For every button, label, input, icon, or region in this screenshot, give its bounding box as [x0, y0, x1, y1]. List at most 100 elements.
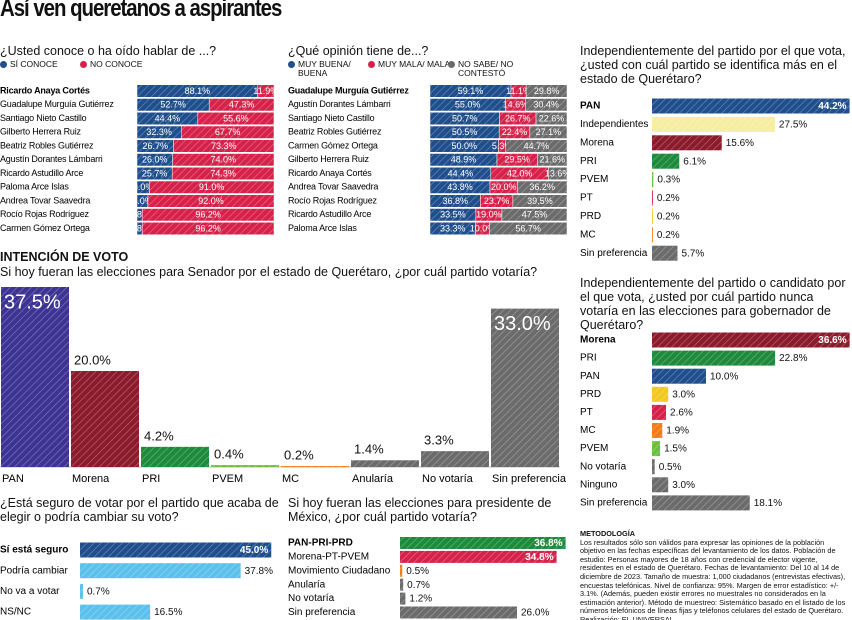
- value-label: 88.1%: [185, 86, 211, 96]
- bar-hatch: [137, 208, 143, 221]
- value-label: 3.8%: [129, 223, 150, 233]
- value-label: 27.1%: [536, 127, 562, 137]
- value-label: 4.2%: [144, 428, 174, 443]
- category-label: Agustín Dorantes Lámbarri: [288, 99, 391, 109]
- bar-hatch: [529, 126, 567, 139]
- bar-hatch: [480, 194, 513, 208]
- bar-hatch: [652, 98, 850, 114]
- value-label: 36.8%: [442, 196, 468, 206]
- bar-hatch: [149, 181, 274, 194]
- category-label: Podría cambiar: [0, 565, 68, 576]
- value-label: 26.0%: [142, 155, 168, 165]
- bar-hatch: [351, 460, 419, 467]
- category-label: Agustín Dorantes Lámbarri: [0, 154, 103, 164]
- bar-hatch: [137, 139, 174, 153]
- value-label: 30.4%: [533, 100, 559, 110]
- category-label: PRI: [142, 473, 160, 485]
- bar-hatch: [430, 194, 481, 208]
- category-label: PT: [580, 193, 593, 204]
- bar-hatch: [400, 578, 404, 591]
- category-label: Santiago Nieto Castillo: [0, 113, 87, 123]
- value-label: 36.2%: [529, 182, 555, 192]
- category-label: No votaría: [288, 593, 335, 604]
- bar-hatch: [80, 583, 83, 599]
- bar-hatch: [496, 153, 538, 166]
- value-label: 32.3%: [146, 127, 172, 137]
- category-label: Gilberto Herrera Ruiz: [0, 127, 82, 137]
- bar-hatch: [652, 477, 669, 493]
- methodology: METODOLOGÍA Los resultados sólo son váli…: [580, 529, 850, 620]
- bar-hatch: [499, 112, 537, 125]
- category-label: Carmen Gómez Ortega: [0, 223, 90, 233]
- category-label: Rocío Rojas Rodríguez: [0, 209, 90, 219]
- bar-hatch: [536, 112, 567, 125]
- bar-hatch: [137, 126, 182, 139]
- legend-item: NO SABE/ NO CONTESTÓ: [448, 60, 536, 78]
- value-label: 26.7%: [505, 113, 531, 123]
- value-label: 6.1%: [683, 156, 706, 167]
- bar-hatch: [430, 222, 476, 235]
- bar-hatch: [652, 190, 653, 206]
- value-label: 5.7%: [681, 248, 704, 259]
- bar-hatch: [400, 564, 403, 577]
- bar-hatch: [141, 446, 209, 467]
- bar-hatch: [526, 84, 567, 98]
- value-label: 3.8%: [129, 210, 150, 220]
- bar-hatch: [137, 112, 198, 125]
- bar-hatch: [400, 592, 406, 605]
- value-label: 37.5%: [4, 291, 61, 313]
- bar-hatch: [652, 153, 680, 169]
- category-label: Ninguno: [580, 479, 618, 490]
- value-label: 55.0%: [455, 100, 481, 110]
- category-label: Santiago Nieto Castillo: [288, 113, 375, 123]
- value-label: 42.0%: [507, 168, 533, 178]
- category-label: Independientes: [580, 119, 648, 130]
- legend-item: SÍ CONOCE: [0, 60, 88, 69]
- bar-hatch: [80, 542, 272, 558]
- value-label: 26.7%: [143, 141, 169, 151]
- value-label: 36.8%: [534, 538, 562, 549]
- category-label: Ricardo Astudillo Arce: [288, 209, 371, 219]
- legend-swatch: [80, 61, 87, 68]
- methodology-heading: METODOLOGÍA: [580, 529, 635, 538]
- category-label: Sin preferencia: [288, 607, 356, 618]
- value-label: 91.0%: [199, 182, 225, 192]
- bar-hatch: [505, 98, 526, 111]
- category-label: PVEM: [212, 473, 243, 485]
- value-label: 0.4%: [214, 447, 244, 462]
- bar-hatch: [430, 181, 491, 194]
- value-label: 33.5%: [440, 210, 466, 220]
- bar-hatch: [652, 172, 654, 188]
- value-label: 21.6%: [539, 155, 565, 165]
- category-label: Anularía: [352, 473, 394, 485]
- value-label: 10.0%: [710, 371, 738, 382]
- bar-hatch: [80, 563, 241, 579]
- bar-hatch: [137, 222, 143, 235]
- value-label: 47.5%: [522, 210, 548, 220]
- category-label: PAN: [2, 473, 24, 485]
- bar-hatch: [652, 208, 653, 224]
- bar-hatch: [652, 350, 776, 366]
- chart-title: Si hoy fueran las elecciones para presid…: [288, 496, 552, 524]
- bar-hatch: [400, 606, 517, 619]
- bar-hatch: [80, 604, 151, 620]
- bar-hatch: [537, 153, 567, 166]
- value-label: 74.0%: [211, 155, 237, 165]
- category-label: PRI: [580, 156, 597, 167]
- value-label: 20.0%: [74, 352, 111, 367]
- category-label: Paloma Arce Islas: [288, 223, 357, 233]
- category-label: No votaría: [580, 461, 627, 472]
- bar-hatch: [652, 495, 750, 511]
- value-label: 26.0%: [521, 608, 549, 619]
- bar-hatch: [490, 181, 518, 194]
- value-label: 15.6%: [726, 138, 754, 149]
- bar-hatch: [142, 222, 274, 235]
- value-label: 16.5%: [154, 607, 182, 618]
- category-label: Paloma Arce Islas: [0, 182, 69, 192]
- bar-hatch: [652, 245, 678, 261]
- bar-hatch: [489, 222, 567, 235]
- chart-subtitle: Si hoy fueran las elecciones para Senado…: [0, 265, 538, 279]
- value-label: 47.3%: [229, 100, 255, 110]
- bar-hatch: [281, 466, 349, 467]
